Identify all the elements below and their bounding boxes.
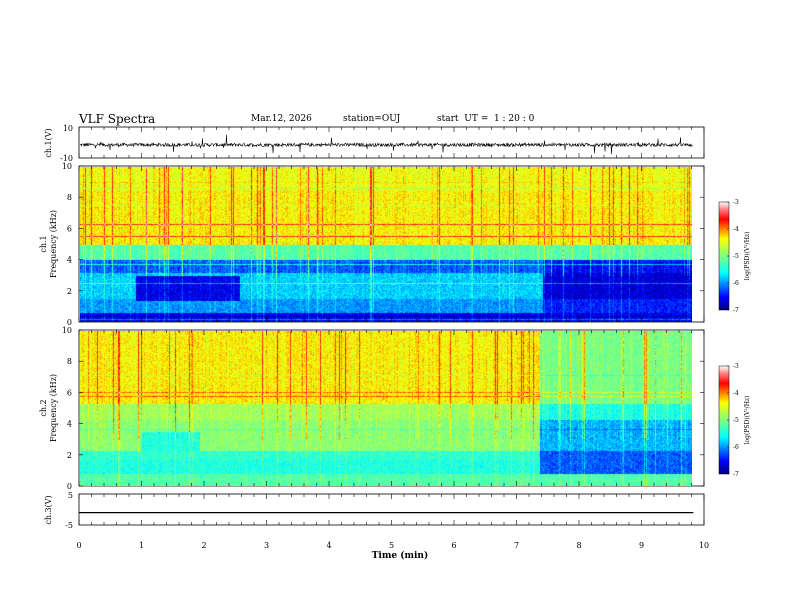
y-tick-label: 0 <box>67 482 72 491</box>
y-tick-label: 2 <box>67 451 72 460</box>
ch1-spectrogram-ticks <box>78 166 705 322</box>
chart-title: VLF Spectra <box>79 112 156 126</box>
y-tick-label: 6 <box>67 224 72 233</box>
ch1-waveform-line <box>79 134 694 155</box>
ch1-spectrogram-ylabel: Frequency (kHz) <box>49 210 58 278</box>
x-tick-label: 5 <box>389 541 394 550</box>
x-tick-label: 4 <box>326 541 331 550</box>
ch2-spectrogram-image <box>80 331 692 486</box>
colorbar-tick-label: -4 <box>733 390 739 397</box>
ch1-waveform-ylabel: ch.1(V) <box>44 128 53 157</box>
y-tick-label: 4 <box>67 420 72 429</box>
x-tick-label: 0 <box>76 541 81 550</box>
ch1-colorbar-label: log(PSD)(V²/Hz) <box>744 232 751 281</box>
colorbar-tick-label: -7 <box>733 307 739 314</box>
colorbar-tick-label: -7 <box>733 471 739 478</box>
ch3-waveform-panel: 5 -5 ch.3(V) <box>44 491 705 530</box>
colorbar-tick-label: -3 <box>733 363 739 370</box>
y-tick-label: 0 <box>67 318 72 327</box>
ch1-ytick-label: -10 <box>60 154 73 163</box>
colorbar-tick-label: -6 <box>733 444 739 451</box>
ch2-colorbar-tick-labels: -3 -4 -5 -6 -7 <box>727 363 739 478</box>
x-tick-label: 9 <box>639 541 644 550</box>
colorbar-tick-label: -6 <box>733 280 739 287</box>
ch1-spectrogram-image <box>80 167 692 322</box>
x-tick-label: 2 <box>201 541 206 550</box>
ch3-ytick-label: 5 <box>68 491 73 500</box>
ch3-waveform-ylabel: ch.3(V) <box>44 495 53 524</box>
ch2-spectrogram-ytick-labels: 0 2 4 6 8 10 <box>62 326 704 491</box>
x-tick-label: 8 <box>576 541 581 550</box>
ch1-ytick-label: 10 <box>63 124 73 133</box>
x-axis-label: Time (min) <box>372 550 429 561</box>
ch1-spectrogram-channel-label: ch.1 <box>39 235 48 252</box>
ch3-waveform-ticks <box>78 494 705 525</box>
colorbar-tick-label: -5 <box>733 417 739 424</box>
x-axis-tick-labels: 0 1 2 3 4 5 6 7 8 9 10 <box>76 541 709 550</box>
x-tick-label: 6 <box>451 541 456 550</box>
y-tick-label: 6 <box>67 388 72 397</box>
date-label: Mar.12, 2026 <box>251 114 312 124</box>
x-tick-label: 7 <box>514 541 519 550</box>
ch3-ytick-label: -5 <box>65 521 73 530</box>
ch2-spectrogram-channel-label: ch.2 <box>39 399 48 416</box>
colorbar-tick-label: -3 <box>733 199 739 206</box>
y-tick-label: 2 <box>67 287 72 296</box>
y-tick-label: 8 <box>67 193 72 202</box>
colorbar-tick-label: -4 <box>733 226 739 233</box>
ch1-waveform-panel: 10 -10 ch.1(V) <box>44 124 705 163</box>
y-tick-label: 4 <box>67 256 72 265</box>
ch1-spectrogram-ytick-labels: 0 2 4 6 8 10 <box>62 162 704 327</box>
y-tick-label: 10 <box>62 326 72 335</box>
x-tick-label: 1 <box>139 541 144 550</box>
x-tick-label: 10 <box>699 541 709 550</box>
y-tick-label: 10 <box>62 162 72 171</box>
station-label: station=OUJ <box>343 114 401 124</box>
ch1-waveform-ticks <box>78 127 705 158</box>
ch2-spectrogram-ticks <box>78 330 705 486</box>
start-ut-label: start UT = 1 : 20 : 0 <box>437 114 535 124</box>
colorbar-tick-label: -5 <box>733 253 739 260</box>
x-tick-label: 3 <box>264 541 269 550</box>
ch2-colorbar-label: log(PSD)(V²/Hz) <box>744 396 751 445</box>
y-tick-label: 8 <box>67 357 72 366</box>
ch2-spectrogram-ylabel: Frequency (kHz) <box>49 374 58 442</box>
ch1-colorbar-tick-labels: -3 -4 -5 -6 -7 <box>727 199 739 314</box>
